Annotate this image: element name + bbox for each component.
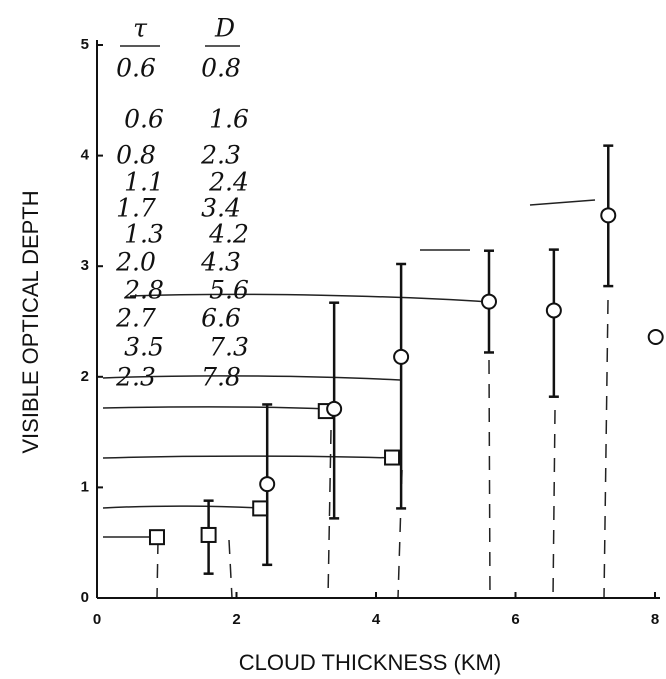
circle-point xyxy=(647,328,664,345)
circle-point xyxy=(480,293,497,310)
x-axis-title: CLOUD THICKNESS (KM) xyxy=(239,650,501,675)
table-cell: 2.8 xyxy=(123,276,164,305)
table-cell: 7.8 xyxy=(201,363,241,392)
hand-dash xyxy=(156,299,609,599)
table-cell: 2.7 xyxy=(115,304,156,333)
square-point xyxy=(200,526,217,543)
hand-line xyxy=(102,375,401,381)
hand-line xyxy=(129,293,490,303)
circle-point xyxy=(259,476,276,493)
y-tick-label: 5 xyxy=(81,36,89,53)
circle-point xyxy=(393,348,410,365)
table-cell: 1.6 xyxy=(209,105,249,134)
x-tick-label: 8 xyxy=(651,611,659,628)
table-cell: 1.3 xyxy=(124,220,164,249)
hand-annotations xyxy=(102,45,609,599)
square-point xyxy=(252,500,269,517)
hand-line xyxy=(102,406,331,410)
table-cell: 0.8 xyxy=(116,141,156,170)
hand-line xyxy=(102,455,393,459)
circle-point xyxy=(600,207,617,224)
y-tick-label: 3 xyxy=(81,257,89,274)
table-cell: 6.6 xyxy=(201,304,241,333)
x-tick-label: 4 xyxy=(372,611,381,628)
error-bar xyxy=(548,248,559,398)
table-cell: 5.6 xyxy=(209,276,249,305)
table-header: τ xyxy=(133,14,148,43)
y-tick-label: 2 xyxy=(81,368,89,385)
table-cell: 0.8 xyxy=(201,54,241,83)
table-cell: 2.0 xyxy=(115,248,156,277)
hand-line xyxy=(102,505,261,509)
table-cell: 0.6 xyxy=(124,105,164,134)
table-cell: 0.6 xyxy=(116,54,156,83)
table-cell: 2.3 xyxy=(115,363,156,392)
table-cell: 4.2 xyxy=(208,220,249,249)
table-cell: 7.3 xyxy=(209,333,249,362)
y-axis-title: VISIBLE OPTICAL DEPTH xyxy=(18,190,43,453)
circle-point xyxy=(545,302,562,319)
x-tick-label: 6 xyxy=(511,611,519,628)
error-bar xyxy=(396,262,407,510)
table-cell: 2.4 xyxy=(208,168,249,197)
table-cell: 3.4 xyxy=(201,194,241,223)
table-header: D xyxy=(214,14,235,43)
table-cell: 4.3 xyxy=(200,248,241,277)
x-tick-label: 0 xyxy=(93,611,101,628)
y-tick-label: 1 xyxy=(81,478,89,495)
square-point xyxy=(384,449,401,466)
y-tick-label: 0 xyxy=(81,589,89,606)
hand-line xyxy=(529,199,596,206)
table-cell: 1.7 xyxy=(116,194,156,223)
square-point xyxy=(148,529,165,546)
table-cell: 3.5 xyxy=(124,333,164,362)
table-cell: 1.1 xyxy=(124,168,164,197)
y-tick-label: 4 xyxy=(81,147,90,164)
circle-point xyxy=(326,400,343,417)
x-tick-label: 2 xyxy=(232,611,240,628)
table-cell: 2.3 xyxy=(200,141,241,170)
